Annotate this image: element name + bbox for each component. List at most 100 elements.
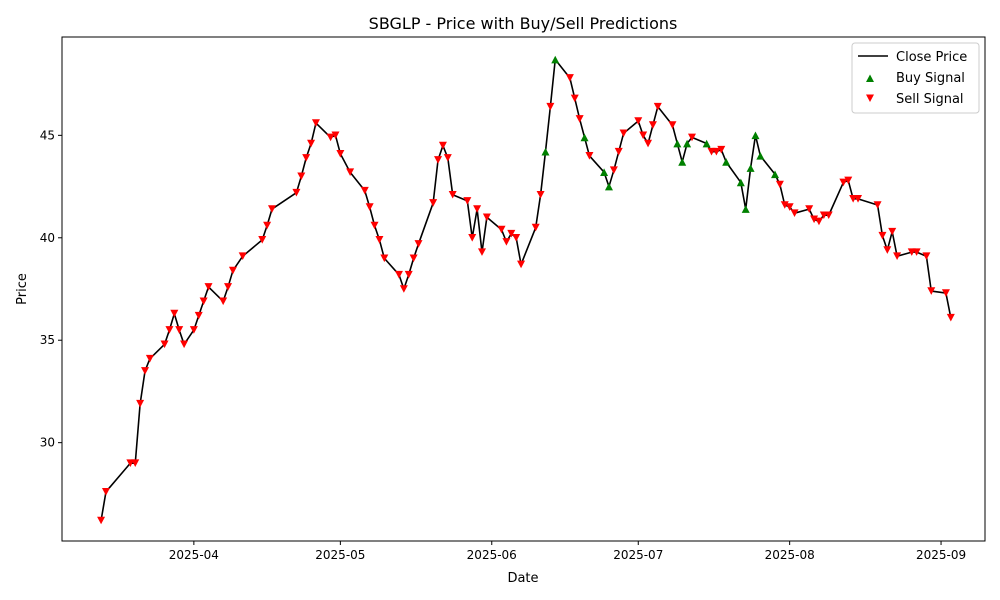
sell-signal-marker	[780, 201, 789, 209]
sell-signal-marker	[805, 205, 814, 213]
sell-signal-marker	[810, 215, 819, 224]
sell-signal-marker	[614, 147, 623, 156]
x-tick-label: 2025-08	[765, 548, 815, 562]
sell-signal-marker	[570, 94, 579, 103]
sell-signal-marker	[443, 154, 452, 162]
sell-signal-marker	[565, 74, 574, 82]
sell-signal-marker	[370, 221, 379, 230]
sell-signal-marker	[824, 211, 833, 220]
legend-frame	[851, 42, 980, 114]
y-tick-label: 45	[40, 128, 55, 142]
sell-signal-marker	[238, 252, 247, 261]
sell-signal-marker	[311, 119, 320, 127]
sell-signal-marker	[536, 190, 545, 199]
sell-signal-marker	[473, 205, 482, 213]
sell-signal-marker	[175, 326, 184, 334]
sell-signal-marker	[165, 326, 174, 334]
buy-signal-marker	[604, 182, 613, 191]
sell-signal-marker	[512, 233, 521, 242]
sell-signal-marker	[644, 139, 653, 148]
buy-signal-marker	[673, 139, 682, 148]
x-tick-label: 2025-04	[169, 548, 219, 562]
sell-signal-marker	[101, 488, 110, 496]
sell-signal-marker	[170, 309, 179, 318]
sell-signal-marker	[292, 188, 301, 197]
sell-signal-marker	[531, 223, 540, 232]
sell-signal-marker	[375, 236, 384, 244]
buy-signal-marker	[702, 139, 711, 148]
close-price-line	[100, 58, 952, 521]
y-tick-label: 35	[40, 333, 55, 347]
x-axis-label: Date	[507, 571, 538, 586]
sell-signal-marker	[941, 289, 950, 297]
sell-signal-marker	[463, 197, 472, 205]
sell-signal-marker	[648, 121, 657, 129]
sell-signal-marker	[477, 248, 486, 256]
buy-signal-marker	[751, 131, 760, 140]
sell-signal-marker	[790, 209, 799, 217]
buy-signal-marker	[678, 158, 687, 166]
sell-signal-marker	[429, 199, 438, 207]
sell-signal-marker	[854, 195, 863, 203]
sell-signal-marker	[775, 180, 784, 189]
sell-signal-marker	[844, 176, 853, 185]
sell-signal-marker	[883, 246, 892, 254]
sell-signal-marker	[409, 254, 418, 263]
sell-signal-marker	[365, 203, 374, 211]
y-tick-label: 40	[40, 231, 55, 245]
legend-sell-marker	[866, 94, 874, 102]
sell-signal-marker	[336, 149, 345, 158]
sell-signal-marker	[136, 399, 145, 408]
sell-signal-marker	[814, 217, 823, 226]
buy-signal-marker	[746, 164, 755, 172]
x-axis: 2025-04 2025-05 2025-06 2025-07 2025-08 2025-…	[169, 541, 966, 562]
sell-signal-marker	[189, 326, 198, 334]
legend: Close Price Buy Signal Sell Signal	[851, 42, 980, 114]
sell-signal-marker	[438, 141, 447, 150]
sell-signal-marker	[258, 236, 267, 244]
sell-signal-marker	[331, 131, 340, 140]
buy-signal-marker	[541, 147, 550, 156]
sell-signal-marker	[468, 233, 477, 242]
x-tick-label: 2025-05	[315, 548, 365, 562]
x-tick-label: 2025-09	[916, 548, 966, 562]
sell-signal-marker	[839, 178, 848, 187]
sell-signal-marker	[912, 248, 921, 256]
sell-signal-marker	[668, 121, 677, 129]
sell-signal-marker	[180, 340, 189, 349]
sell-signal-marker	[346, 168, 355, 177]
sell-signal-marker	[634, 117, 643, 125]
sell-signal-marker	[687, 133, 696, 142]
sell-signal-marker	[927, 287, 936, 295]
y-axis: 30 35 40 45	[40, 128, 62, 450]
sell-signal-marker	[224, 283, 233, 291]
legend-sell-label: Sell Signal	[896, 92, 964, 107]
sell-signal-marker	[219, 297, 228, 306]
sell-signal-marker	[785, 203, 794, 211]
sell-signal-marker	[609, 166, 618, 174]
sell-signal-marker	[228, 266, 237, 275]
sell-signal-marker	[482, 213, 491, 222]
chart-title: SBGLP - Price with Buy/Sell Predictions	[369, 14, 678, 33]
sell-signal-marker	[267, 205, 276, 213]
sell-signal-marker	[404, 270, 413, 279]
sell-signal-marker	[399, 285, 408, 293]
sell-signal-marker	[204, 283, 213, 291]
sell-signal-marker	[297, 172, 306, 181]
sell-signal-marker	[302, 154, 311, 162]
sell-signal-marker	[145, 354, 154, 363]
sell-signal-marker	[199, 297, 208, 306]
buy-signal-marker	[756, 152, 765, 160]
x-tick-label: 2025-07	[613, 548, 663, 562]
x-tick-label: 2025-06	[467, 548, 517, 562]
legend-close-label: Close Price	[896, 50, 967, 65]
sell-signal-marker	[546, 102, 555, 111]
sell-signal-marker	[873, 201, 882, 209]
sell-signal-marker	[394, 270, 403, 279]
sell-signal-marker	[307, 139, 316, 148]
sell-signal-marker	[946, 313, 955, 322]
plot-frame	[61, 36, 986, 542]
sell-signal-marker	[414, 240, 423, 248]
sell-signal-marker	[141, 367, 150, 375]
sell-signal-marker	[326, 133, 335, 142]
